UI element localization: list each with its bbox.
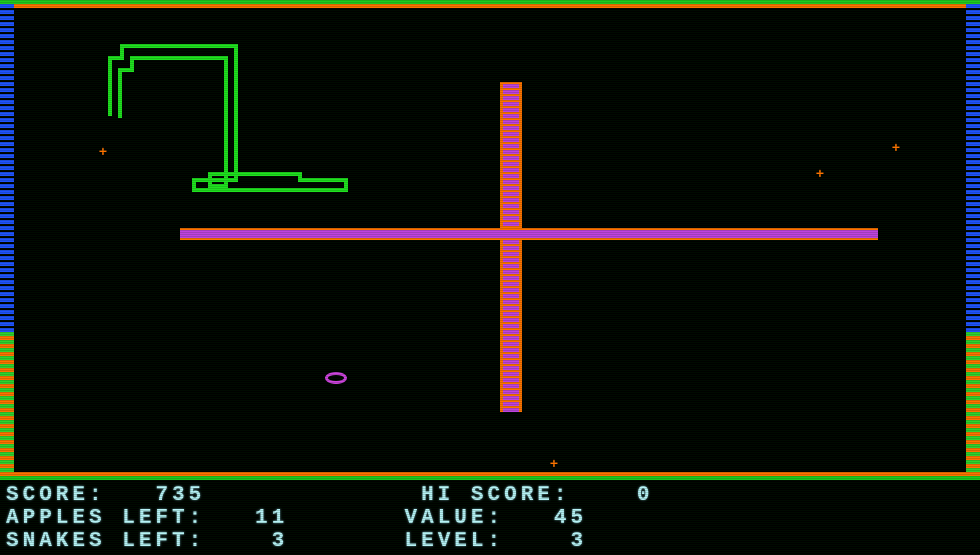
border-top-orange (0, 4, 980, 8)
border-bottom-green (0, 476, 980, 480)
hiscore-value: 0 (637, 484, 654, 507)
snakes-label: SNAKES LEFT: (6, 530, 205, 553)
apple-marker: + (812, 172, 828, 182)
value-value: 45 (554, 507, 587, 530)
obstacle-cross-horizontal (180, 228, 878, 240)
plum-target (325, 372, 347, 384)
status-bar: SCORE: 735 HI SCORE: 0 APPLES LEFT: 11 V… (6, 484, 974, 553)
apples-label: APPLES LEFT: (6, 507, 205, 530)
snakes-value: 3 (272, 530, 289, 553)
value-label: VALUE: (404, 507, 504, 530)
level-label: LEVEL: (404, 530, 504, 553)
score-label: SCORE: (6, 484, 106, 507)
wall-right-stack (966, 332, 980, 472)
snake-body (0, 0, 980, 480)
apple-marker: + (95, 150, 111, 160)
apples-value: 11 (255, 507, 288, 530)
apple-marker: + (546, 462, 562, 472)
level-value: 3 (571, 530, 588, 553)
playfield[interactable]: + + + + (0, 0, 980, 480)
apple-marker: + (888, 146, 904, 156)
score-value: 735 (155, 484, 205, 507)
wall-left-stack (0, 332, 14, 472)
obstacle-cross-vertical (500, 82, 522, 412)
hiscore-label: HI SCORE: (421, 484, 570, 507)
